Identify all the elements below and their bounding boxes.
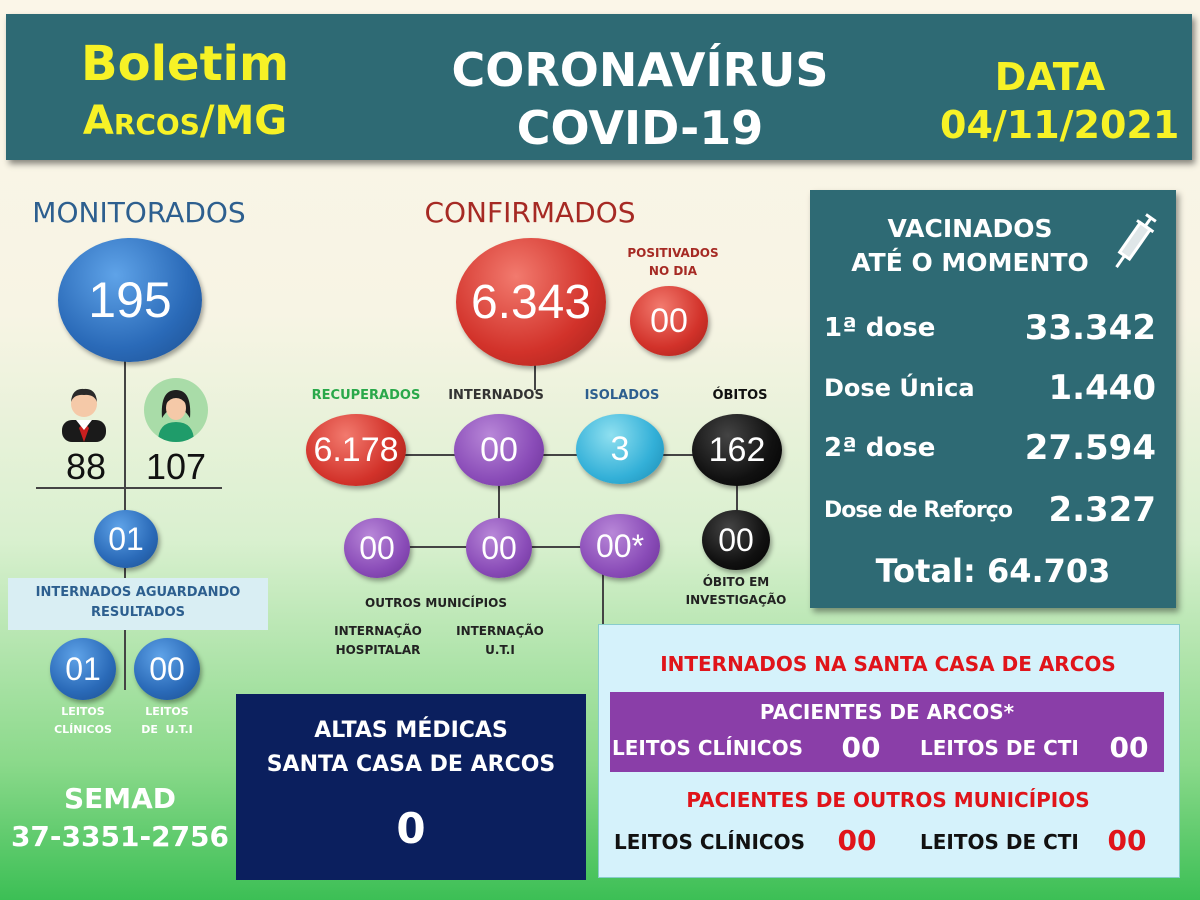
altas-title-2: SANTA CASA DE ARCOS	[266, 752, 556, 777]
outros-municipios-label: OUTROS MUNICÍPIOS	[365, 596, 507, 610]
outros-cti-value: 00	[1107, 824, 1147, 857]
arcos-clinicos-label: LEITOS CLÍNICOS	[612, 736, 803, 760]
leitos-clinicos-label-2: CLÍNICOS	[54, 723, 112, 736]
outros-municipios-count: 00	[344, 518, 410, 578]
altas-value: 0	[396, 804, 426, 853]
vacinados-title-1: VACINADOS	[887, 214, 1053, 243]
vacinados-row-3: 2ª dose 27.594	[824, 428, 1156, 468]
female-icon	[144, 378, 208, 442]
header-date-label: DATA	[994, 55, 1106, 99]
confirmados-title: CONFIRMADOS	[424, 196, 636, 229]
arcos-patients-panel	[610, 692, 1164, 772]
leitos-uti-label-2: DE U.T.I	[141, 723, 193, 736]
leitos-clinicos-label-1: LEITOS	[61, 705, 105, 718]
internacao-uti-label-2: U.T.I	[485, 643, 515, 657]
vacinados-row-1-label: 1ª dose	[824, 313, 936, 343]
header-banner	[6, 14, 1192, 160]
monitorados-title: MONITORADOS	[32, 196, 246, 229]
vacinados-row-1-value: 33.342	[1024, 308, 1156, 348]
santa-casa-title: INTERNADOS NA SANTA CASA DE ARCOS	[660, 652, 1116, 676]
header-date: 04/11/2021	[940, 103, 1180, 147]
vacinados-row-2-value: 1.440	[1048, 368, 1156, 408]
outros-clinicos-label: LEITOS CLÍNICOS	[614, 830, 805, 854]
internacao-uti-count: 00*	[580, 514, 660, 578]
outros-patients-title: PACIENTES DE OUTROS MUNICÍPIOS	[686, 788, 1090, 812]
vacinados-row-4: Dose de Reforço 2.327	[824, 490, 1156, 530]
positivados-count: 00	[630, 286, 708, 356]
leitos-uti-label-1: LEITOS	[145, 705, 189, 718]
semad-name: SEMAD	[63, 782, 177, 815]
internacao-uti-label-1: INTERNAÇÃO	[456, 624, 544, 638]
vacinados-title-2: ATÉ O MOMENTO	[851, 248, 1089, 277]
semad-phone: 37-3351-2756	[10, 820, 230, 853]
obitos-count: 162	[692, 414, 782, 486]
monitorados-total: 195	[58, 238, 202, 362]
internacao-hospitalar-label-1: INTERNAÇÃO	[334, 624, 422, 638]
internacao-hospitalar-label-2: HOSPITALAR	[335, 643, 421, 657]
vacinados-panel: VACINADOS ATÉ O MOMENTO 1ª dose 33.342 D…	[810, 190, 1176, 608]
vacinados-row-2: Dose Única 1.440	[824, 368, 1156, 408]
internacao-hospitalar-count: 00	[466, 518, 532, 578]
obito-investigacao-label-1: ÓBITO EM	[702, 575, 770, 589]
aguardando-label-box	[8, 578, 268, 630]
arcos-cti-value: 00	[1109, 731, 1149, 764]
positivados-label-2: NO DIA	[648, 264, 698, 278]
vacinados-row-4-label: Dose de Reforço	[824, 497, 1013, 523]
recuperados-count: 6.178	[306, 414, 406, 486]
male-icon	[54, 380, 114, 442]
isolados-label: ISOLADOS	[584, 388, 660, 403]
altas-panel: ALTAS MÉDICAS SANTA CASA DE ARCOS 0	[236, 694, 586, 880]
vacinados-row-3-value: 27.594	[1024, 428, 1156, 468]
vacinados-row-1: 1ª dose 33.342	[824, 308, 1156, 348]
arcos-patients-title: PACIENTES DE ARCOS*	[759, 700, 1015, 724]
vacinados-row-4-value: 2.327	[1048, 490, 1156, 530]
outros-clinicos-value: 00	[837, 824, 877, 857]
recuperados-label: RECUPERADOS	[311, 388, 421, 403]
syringe-icon	[1106, 210, 1158, 280]
outros-cti-label: LEITOS DE CTI	[920, 830, 1079, 854]
altas-title-1: ALTAS MÉDICAS	[314, 718, 508, 743]
obito-investigacao-label-2: INVESTIGAÇÃO	[685, 593, 787, 607]
male-count: 88	[65, 446, 107, 487]
header-left-line1: Boletim	[81, 36, 289, 92]
leitos-clinicos-count: 01	[50, 638, 116, 700]
female-count: 107	[145, 446, 207, 487]
header-title-line2: COVID-19	[516, 101, 764, 155]
vacinados-row-3-label: 2ª dose	[824, 433, 936, 463]
internados-count: 00	[454, 414, 544, 486]
header-left-line2: Arcos/MG	[82, 98, 288, 144]
arcos-clinicos-value: 00	[841, 731, 881, 764]
aguardando-label: INTERNADOS AGUARDANDO RESULTADOS	[35, 585, 241, 620]
isolados-count: 3	[576, 414, 664, 484]
internados-label: INTERNADOS	[448, 388, 544, 403]
positivados-label-1: POSITIVADOS	[627, 246, 719, 260]
vacinados-total: Total: 64.703	[875, 552, 1111, 590]
obito-investigacao-count: 00	[702, 510, 770, 570]
arcos-cti-label: LEITOS DE CTI	[920, 736, 1079, 760]
vacinados-row-2-label: Dose Única	[824, 374, 975, 402]
leitos-uti-count: 00	[134, 638, 200, 700]
confirmados-total: 6.343	[456, 238, 606, 366]
header-title-line1: CORONAVÍRUS	[451, 43, 829, 97]
obitos-label: ÓBITOS	[712, 388, 768, 403]
aguardando-count: 01	[94, 510, 158, 568]
